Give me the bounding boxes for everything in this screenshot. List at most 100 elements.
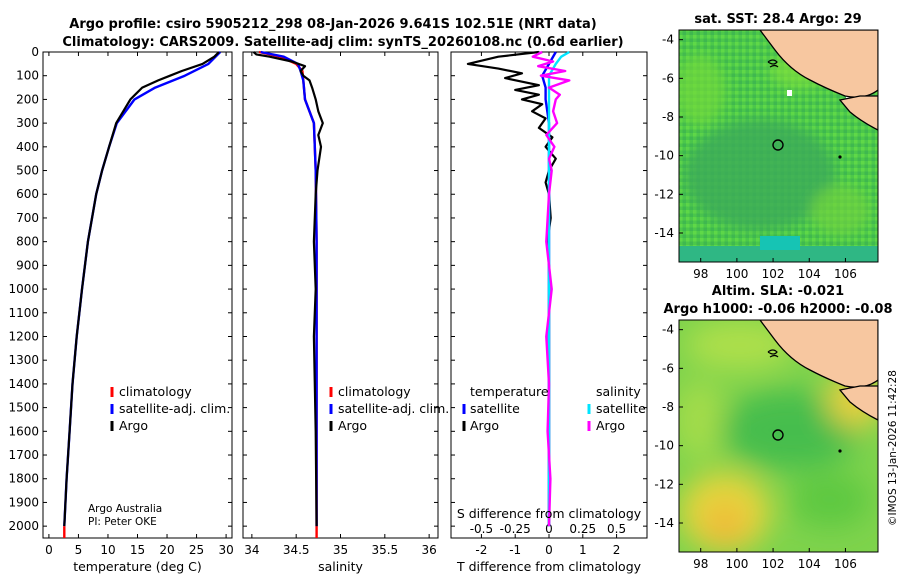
depth-tick-label: 300: [16, 116, 39, 130]
temp-x-tick-label: 15: [130, 543, 145, 557]
temp-x-tick-label: 30: [218, 543, 233, 557]
s-diff-tick-label: 0: [545, 522, 553, 536]
legend-label-s-satellite: satellite: [596, 401, 646, 416]
diff-series-s-satellite: [547, 50, 570, 527]
sst-map-title: sat. SST: 28.4 Argo: 29: [694, 12, 861, 27]
s-diff-tick-label: 0.25: [569, 522, 596, 536]
map-y-tick-label: -8: [662, 110, 674, 124]
sla-map: [679, 320, 878, 552]
sst-map: [679, 30, 878, 262]
depth-tick-label: 2000: [8, 519, 39, 533]
depth-tick-label: 700: [16, 211, 39, 225]
legend-label-s-argo: Argo: [596, 418, 625, 433]
diff-series-s-argo: [531, 50, 571, 527]
map-x-tick-label: 106: [834, 557, 857, 571]
map-y-tick-label: -8: [662, 400, 674, 414]
map-y-tick-label: -12: [654, 187, 674, 201]
depth-tick-label: 1200: [8, 329, 39, 343]
s-difference-axis-label: S difference from climatology: [457, 506, 642, 521]
map-y-tick-label: -4: [662, 33, 674, 47]
depth-tick-label: 600: [16, 187, 39, 201]
imos-timestamp: ©IMOS 13-Jan-2026 11:42:28: [887, 370, 899, 526]
sal-x-tick-label: 34.5: [283, 543, 310, 557]
diff-x-tick-label: -1: [509, 543, 521, 557]
depth-tick-label: 1400: [8, 377, 39, 391]
depth-tick-label: 1000: [8, 282, 39, 296]
map-x-tick-label: 102: [762, 557, 785, 571]
profile-plots: 0100200300400500600700800900100011001200…: [8, 33, 856, 574]
difference-legend: temperature satellite Argo salinity sate…: [462, 384, 646, 433]
temp-x-tick-label: 20: [159, 543, 174, 557]
temp-x-axis-label: temperature (deg C): [73, 559, 202, 574]
pi-label: PI: Peter OKE: [88, 516, 157, 528]
depth-tick-label: 900: [16, 258, 39, 272]
depth-tick-label: 200: [16, 92, 39, 106]
s-diff-tick-label: -0.5: [470, 522, 493, 536]
depth-tick-label: 1300: [8, 353, 39, 367]
sst-argo-location-marker: [772, 139, 784, 151]
legend-label-t-argo: Argo: [470, 418, 499, 433]
s-diff-tick-label: 0.5: [607, 522, 626, 536]
map-x-tick-label: 104: [798, 557, 821, 571]
diff-x-tick-label: 2: [613, 543, 621, 557]
legend-salinity-header: salinity: [596, 384, 641, 399]
map-y-tick-label: -6: [662, 361, 674, 375]
legend-label-climatology: climatology: [119, 384, 192, 399]
temp-axes-box: [42, 51, 233, 539]
diff-x-tick-label: -2: [475, 543, 487, 557]
temp-x-tick-label: 5: [75, 543, 83, 557]
legend-label-satellite-adj: satellite-adj. clim.: [338, 401, 449, 416]
map-y-tick-label: -14: [654, 516, 674, 530]
temp-x-tick-label: 25: [189, 543, 204, 557]
map-x-tick-label: 100: [725, 267, 748, 281]
temp-series-argo: [63, 51, 220, 527]
temp-x-tick-label: 10: [100, 543, 115, 557]
map-x-tick-label: 104: [798, 267, 821, 281]
map-x-tick-label: 98: [693, 557, 708, 571]
temp-series-satellite-adj-clim-: [63, 51, 222, 527]
map-y-tick-label: -6: [662, 71, 674, 85]
sal-x-axis-label: salinity: [318, 559, 363, 574]
sal-x-tick-label: 35.5: [371, 543, 398, 557]
sla-map-title-line1: Altim. SLA: -0.021: [712, 284, 844, 299]
sla-map-title-line2: Argo h1000: -0.06 h2000: -0.08: [663, 302, 892, 317]
map-x-tick-label: 106: [834, 267, 857, 281]
sal-x-tick-label: 35: [333, 543, 348, 557]
depth-tick-label: 1700: [8, 448, 39, 462]
sal-axes-box: [242, 51, 439, 539]
sal-series-argo: [252, 51, 324, 527]
figure-title-line1: Argo profile: csiro 5905212_298 08-Jan-2…: [69, 17, 596, 32]
legend-label-argo: Argo: [119, 418, 148, 433]
legend-temperature-header: temperature: [470, 384, 549, 399]
map-x-tick-label: 98: [693, 267, 708, 281]
depth-tick-label: 1100: [8, 306, 39, 320]
depth-tick-label: 800: [16, 235, 39, 249]
map-y-tick-label: -12: [654, 477, 674, 491]
sal-x-tick-label: 36: [421, 543, 436, 557]
depth-tick-label: 1900: [8, 495, 39, 509]
map-y-tick-label: -10: [654, 149, 674, 163]
s-diff-tick-label: -0.25: [500, 522, 531, 536]
diff-x-axis-label: T difference from climatology: [456, 559, 642, 574]
temperature-legend: climatology satellite-adj. clim. Argo: [110, 384, 230, 433]
legend-label-t-satellite: satellite: [470, 401, 520, 416]
map-x-tick-label: 102: [762, 267, 785, 281]
legend-label-satellite-adj: satellite-adj. clim.: [119, 401, 230, 416]
salinity-legend: climatology satellite-adj. clim. Argo: [329, 384, 449, 433]
figure-title-line2: Climatology: CARS2009. Satellite-adj cli…: [62, 35, 623, 50]
legend-label-argo: Argo: [338, 418, 367, 433]
diff-series-t-argo: [466, 50, 557, 527]
depth-tick-label: 1600: [8, 424, 39, 438]
map-y-tick-label: -10: [654, 439, 674, 453]
map-y-tick-label: -14: [654, 226, 674, 240]
depth-tick-label: 100: [16, 69, 39, 83]
depth-tick-label: 400: [16, 140, 39, 154]
sal-series-climatology: [258, 50, 318, 538]
diff-x-tick-label: 1: [579, 543, 587, 557]
depth-tick-label: 1800: [8, 472, 39, 486]
sal-x-tick-label: 34: [244, 543, 259, 557]
diff-x-tick-label: 0: [545, 543, 553, 557]
depth-tick-label: 0: [31, 45, 39, 59]
map-x-tick-label: 100: [725, 557, 748, 571]
